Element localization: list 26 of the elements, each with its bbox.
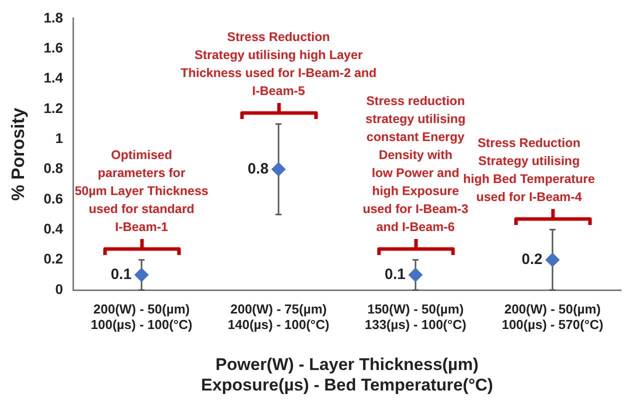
point [272, 162, 286, 176]
data-label: 0.2 [522, 250, 543, 268]
y-tick-label: 1.6 [44, 39, 64, 56]
x-tick-label: 200(W) - 75(µm) 140(µs) - 100(°C) [228, 301, 330, 332]
data-label: 0.1 [110, 266, 132, 284]
data-label: 0.1 [384, 266, 406, 284]
y-tick-label: 0.6 [44, 190, 64, 206]
y-tick-label: 0.8 [44, 160, 64, 176]
point [546, 252, 560, 267]
point [134, 268, 149, 282]
y-axis-title: % Porosity [8, 108, 28, 201]
y-tick-label: 1.2 [44, 100, 64, 116]
y-tick-label: 0.4 [44, 220, 64, 237]
data-label: 0.8 [248, 160, 269, 178]
y-tick-label: 0 [55, 280, 64, 297]
point [408, 268, 423, 282]
annotation: Stress Reduction Strategy utilising high Bed Temperature used for I-Beam-4 [463, 136, 595, 204]
x-tick-label: 150(W) - 50(µm) 133(µs) - 100(°C) [364, 301, 466, 332]
y-tick-label: 1.8 [44, 9, 64, 26]
annotation: Optimised parameters for 50µm Layer Thickness used for standard I-Beam-1 [74, 148, 208, 234]
y-tick-label: 1.4 [44, 70, 64, 86]
x-tick-label: 200(W) - 50(µm) 100(µs) - 100(°C) [90, 301, 192, 332]
x-axis-title: Power(W) - Layer Thickness(µm) Exposure(µs) - Bed Temperature(°C) [200, 355, 494, 394]
x-tick-label: 200(W) - 50(µm) 100(µs) - 570(°C) [502, 301, 604, 332]
y-tick-label: 0.2 [44, 250, 64, 267]
y-tick-label: 1 [55, 130, 64, 146]
